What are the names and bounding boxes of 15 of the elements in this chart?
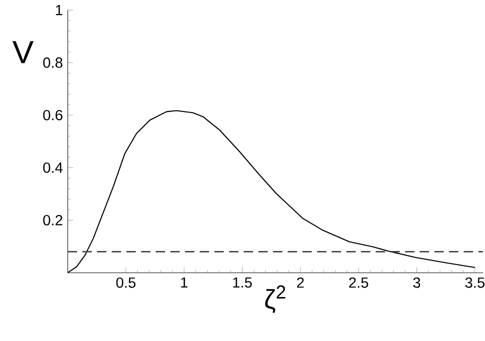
y-tick-label: 1 [56,5,62,16]
y-axis-title: V [12,41,34,64]
x-tick-label: 1 [181,277,188,288]
x-axis-title: ζ$^{2}$ [265,285,286,314]
x-tick-label: 3.5 [465,277,484,288]
x-tick-label: 2 [297,277,304,288]
x-tick-label: 1.5 [233,277,252,288]
x-tick-label: 2.5 [349,277,368,288]
y-tick-label: 0.2 [43,215,62,226]
y-tick-label: 0.6 [43,110,62,120]
y-tick-label: 0.4 [43,162,63,173]
x-tick-label: 0.5 [116,277,136,288]
x-tick-label: 3 [413,277,420,288]
y-tick-label: 0.8 [43,57,62,68]
line-series [67,110,476,274]
